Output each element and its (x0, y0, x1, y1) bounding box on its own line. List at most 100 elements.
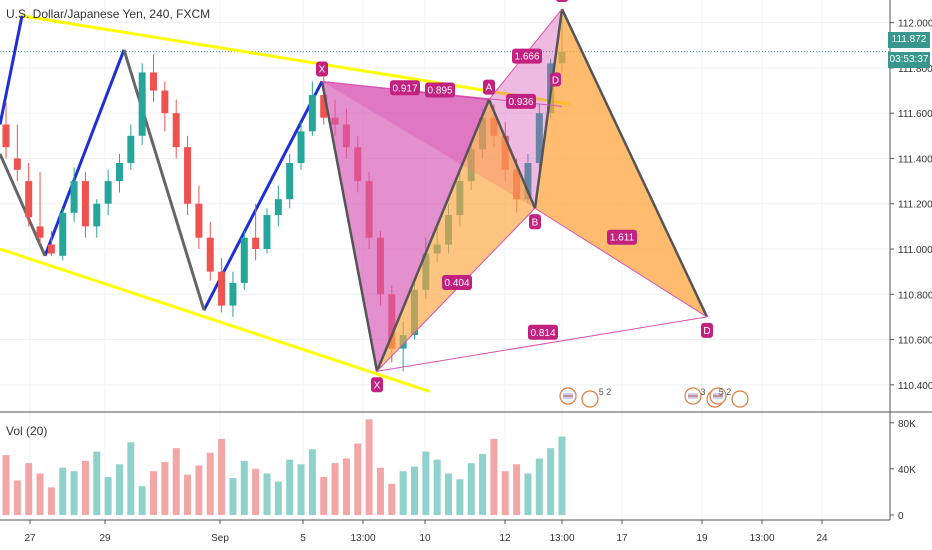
volume-bar (184, 474, 192, 515)
volume-bar (399, 471, 407, 515)
x-tick-label: 13:00 (350, 533, 375, 544)
x-tick-label: Sep (211, 533, 229, 544)
point-label-b: B (532, 217, 539, 228)
volume-bar (297, 464, 305, 515)
candle-body (206, 237, 214, 272)
candle-body (93, 203, 101, 227)
y-tick-label: 112.000 (898, 19, 932, 30)
volume-bar (218, 438, 226, 515)
point-label-bg (529, 214, 541, 230)
ratio-label-bg (425, 82, 455, 98)
x-tick-label: 10 (419, 533, 431, 544)
ratio-label: 0.814 (530, 328, 555, 339)
candle-body (320, 95, 328, 118)
point-label-d: D (703, 326, 710, 337)
candle-body (308, 95, 316, 132)
vol-tick-label: 80K (898, 419, 916, 430)
ratio-label: 0.404 (444, 278, 469, 289)
volume-bar (524, 473, 532, 515)
volume-bar (535, 458, 543, 515)
point-label-bg (550, 72, 561, 87)
candle-body (81, 181, 89, 227)
volume-bar (115, 464, 123, 515)
candle-body (115, 162, 123, 182)
event-badge-count: 3 (700, 387, 705, 397)
ratio-label: 0.895 (427, 86, 452, 97)
volume-bar (263, 473, 271, 515)
volume-bar (410, 466, 418, 515)
candle-body (13, 158, 21, 170)
ratio-label: 0.936 (508, 97, 533, 108)
volume-bar (376, 467, 384, 515)
candle-body (104, 181, 112, 204)
volume-bar (274, 481, 282, 515)
countdown-tag: 03:53:37 (888, 52, 930, 68)
chart-title: U.S. Dollar/Japanese Yen, 240, FXCM (6, 7, 211, 21)
volume-bar (501, 471, 509, 515)
candle-body (59, 212, 67, 256)
candle-body (70, 181, 78, 213)
volume-bar (59, 467, 67, 515)
vol-tick-label: 0 (898, 511, 904, 522)
event-badge-count: 5 2 (599, 387, 612, 397)
pattern-leg (487, 99, 537, 209)
ratio-label-bg (607, 229, 637, 245)
overlays: X X A B C D D 0.917 0.895 0.936 1.666 0.404 1.611 0.8… (316, 0, 749, 408)
candle-body (263, 215, 271, 250)
volume-bar (25, 463, 33, 515)
volume-bar (422, 451, 430, 515)
event-badge-count: 5 2 (719, 387, 732, 397)
volume-bar (47, 487, 55, 515)
y-tick-label: 111.400 (898, 154, 932, 165)
volume-bar (513, 464, 521, 515)
candle-body (161, 90, 169, 114)
y-tick-label: 111.200 (898, 200, 932, 211)
x-tick-label: 12 (499, 533, 511, 544)
pattern-leg (533, 8, 564, 209)
lower-trend-line (0, 247, 431, 394)
candle-body (274, 199, 282, 216)
candle-body (25, 181, 33, 218)
extra-label-d: D (552, 75, 559, 86)
candle-body (2, 124, 10, 148)
volume-bar (433, 459, 441, 515)
volume-bar (150, 471, 158, 515)
volume-bar (240, 460, 248, 515)
x-tick-label: 19 (696, 533, 708, 544)
point-label-bg (701, 322, 713, 338)
point-label-a: A (486, 83, 493, 94)
candle-body (127, 135, 135, 163)
pattern-abx-fill (377, 99, 535, 372)
volume-bar (81, 460, 89, 515)
volume-bar (558, 436, 566, 515)
pattern-leg (375, 99, 491, 372)
pattern-leg (320, 81, 379, 372)
y-tick-label: 111.600 (898, 109, 932, 120)
volume-bar (2, 455, 10, 515)
y-tick-label: 110.400 (898, 381, 932, 392)
ratio-line (534, 207, 708, 318)
volume-bar (547, 448, 555, 515)
ratio-label-bg (442, 274, 472, 290)
x-tick-label: 29 (99, 533, 111, 544)
volume-bar (127, 442, 135, 515)
x-tick-label: 17 (616, 533, 628, 544)
candle-body (172, 113, 180, 148)
volume-bar (286, 459, 294, 515)
event-badge-icon (581, 390, 599, 408)
x-tick-label: 13:00 (549, 533, 574, 544)
candle-body (229, 282, 237, 306)
volume-bar (320, 476, 328, 515)
point-label-x: X (374, 380, 381, 391)
volume-bars (2, 419, 566, 515)
candle-body (240, 237, 248, 283)
candle-body (286, 162, 294, 200)
volume-bar (342, 458, 350, 515)
volume-bar (172, 448, 180, 515)
volume-bar (388, 483, 396, 515)
candle-body (218, 271, 226, 306)
volume-bar (479, 453, 487, 515)
